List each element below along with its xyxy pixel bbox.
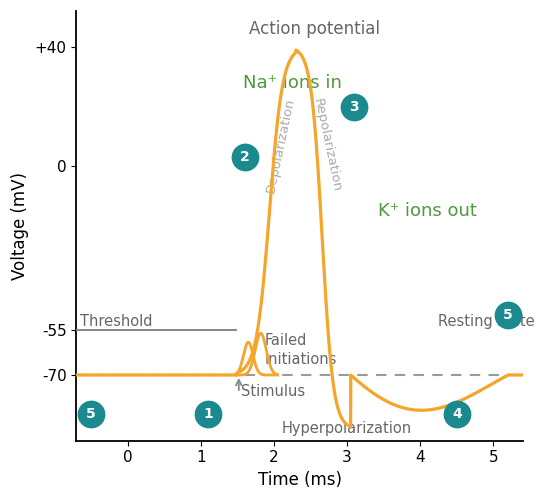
Text: Hyperpolarization: Hyperpolarization (282, 421, 412, 436)
Text: K⁺ ions out: K⁺ ions out (378, 202, 477, 220)
X-axis label: Time (ms): Time (ms) (257, 471, 342, 489)
Text: Failed
initiations: Failed initiations (265, 333, 338, 367)
Text: Stimulus: Stimulus (241, 384, 305, 399)
Text: Repolarization: Repolarization (310, 98, 343, 194)
Text: 3: 3 (350, 100, 359, 114)
Text: 5: 5 (503, 308, 513, 322)
Text: Na⁺ ions in: Na⁺ ions in (243, 74, 342, 92)
Y-axis label: Voltage (mV): Voltage (mV) (11, 172, 29, 280)
Text: Action potential: Action potential (249, 20, 380, 38)
Text: Resting state: Resting state (438, 314, 535, 329)
Text: 4: 4 (452, 407, 461, 421)
Text: Threshold: Threshold (80, 314, 152, 329)
Text: Depolarization: Depolarization (264, 96, 297, 194)
Text: 2: 2 (240, 150, 250, 164)
Text: 1: 1 (203, 407, 213, 421)
Text: 5: 5 (86, 407, 96, 421)
